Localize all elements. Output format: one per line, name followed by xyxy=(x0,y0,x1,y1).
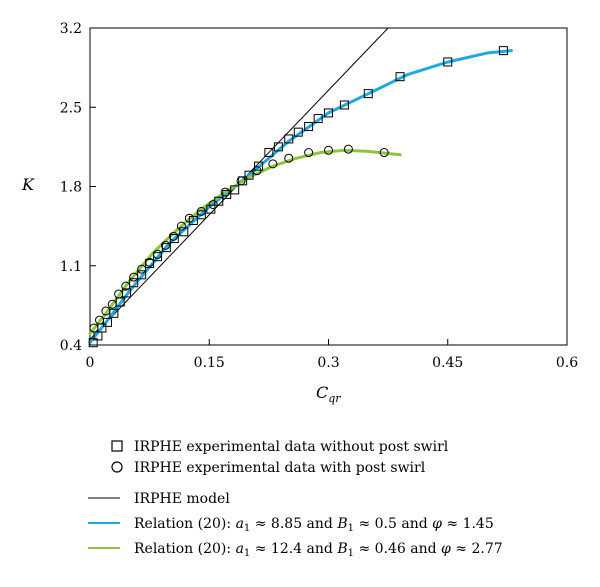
legend-square-marker xyxy=(111,440,123,452)
y-axis-ticks: 0.4 1.1 1.8 2.5 3.2 xyxy=(60,21,96,354)
series-4 xyxy=(88,148,402,336)
x-axis-label: Cqr xyxy=(316,383,341,405)
x-axis-label-sub: qr xyxy=(328,392,341,405)
data-point-square xyxy=(395,72,405,82)
legend-label-blue: Relation (20): a1 ≈ 8.85 and B1 ≈ 0.5 an… xyxy=(134,516,494,534)
legend-label-green: Relation (20): a1 ≈ 12.4 and B1 ≈ 0.46 a… xyxy=(134,541,503,559)
data-point-circle xyxy=(252,166,262,176)
x-tick-label: 0 xyxy=(86,355,95,371)
data-point-square xyxy=(137,270,147,280)
data-point-square xyxy=(102,317,112,327)
legend-item-square: IRPHE experimental data without post swi… xyxy=(111,439,449,455)
series-1 xyxy=(89,144,389,333)
data-point-circle xyxy=(107,299,117,309)
data-point-circle xyxy=(268,159,278,169)
legend-item-circle: IRPHE experimental data with post swirl xyxy=(111,460,426,476)
plot-area: 0.4 1.1 1.8 2.5 3.2 0 0.15 0.3 0.45 0.6 xyxy=(60,21,578,371)
data-point-circle xyxy=(129,272,139,282)
data-point-circle xyxy=(168,231,178,241)
y-tick-label: 2.5 xyxy=(60,100,82,116)
data-point-circle xyxy=(95,315,105,325)
data-point-circle xyxy=(114,289,124,299)
data-point-circle xyxy=(184,213,194,223)
data-point-square xyxy=(206,204,216,214)
data-point-circle xyxy=(89,323,99,333)
data-point-circle xyxy=(137,264,147,274)
data-point-circle xyxy=(121,281,131,291)
data-point-square xyxy=(129,278,139,288)
data-point-square xyxy=(443,57,453,67)
data-point-square xyxy=(179,227,189,237)
data-point-circle xyxy=(196,206,206,216)
legend: IRPHE experimental data without post swi… xyxy=(88,439,503,559)
data-point-square xyxy=(264,148,274,158)
data-point-square xyxy=(230,185,240,195)
data-point-circle xyxy=(304,148,314,158)
data-point-circle xyxy=(153,249,163,259)
legend-label-circle: IRPHE experimental data with post swirl xyxy=(134,460,426,476)
y-tick-label: 3.2 xyxy=(60,21,82,37)
data-point-circle xyxy=(145,257,155,267)
data-point-square xyxy=(293,127,303,137)
legend-label-square: IRPHE experimental data without post swi… xyxy=(134,439,449,455)
data-point-square xyxy=(153,252,163,262)
series-line xyxy=(88,49,513,345)
data-point-circle xyxy=(176,221,186,231)
y-tick-label: 1.8 xyxy=(60,180,82,196)
data-point-circle xyxy=(220,187,230,197)
x-axis-ticks: 0 0.15 0.3 0.45 0.6 xyxy=(86,339,578,371)
data-point-circle xyxy=(343,144,353,154)
series-layer xyxy=(88,27,513,348)
data-point-square xyxy=(313,114,323,124)
y-tick-label: 0.4 xyxy=(60,338,82,354)
data-point-square xyxy=(196,210,206,220)
x-tick-label: 0.3 xyxy=(317,355,339,371)
data-point-circle xyxy=(379,148,389,158)
series-0 xyxy=(88,46,508,348)
legend-item-green: Relation (20): a1 ≈ 12.4 and B1 ≈ 0.46 a… xyxy=(88,541,503,559)
data-point-circle xyxy=(324,145,333,155)
data-point-square xyxy=(88,338,98,348)
data-point-square xyxy=(222,189,232,199)
data-point-square xyxy=(284,134,294,144)
legend-item-model: IRPHE model xyxy=(88,491,230,507)
series-3 xyxy=(88,49,513,345)
data-point-square xyxy=(304,121,314,131)
data-point-square xyxy=(254,161,264,171)
data-point-square xyxy=(273,142,283,152)
series-line xyxy=(88,148,402,336)
data-point-circle xyxy=(284,153,294,163)
x-tick-label: 0.6 xyxy=(556,355,578,371)
data-point-circle xyxy=(208,200,218,210)
data-point-circle xyxy=(236,176,246,186)
data-point-square xyxy=(109,308,119,318)
x-tick-label: 0.15 xyxy=(194,355,225,371)
legend-item-blue: Relation (20): a1 ≈ 8.85 and B1 ≈ 0.5 an… xyxy=(88,516,494,534)
data-point-square xyxy=(339,100,349,110)
data-point-circle xyxy=(101,306,111,316)
data-point-circle xyxy=(161,240,171,250)
y-tick-label: 1.1 xyxy=(60,259,82,275)
y-axis-label: K xyxy=(21,175,35,194)
data-point-square xyxy=(363,89,373,99)
data-point-square xyxy=(244,170,254,180)
plot-frame xyxy=(89,27,568,346)
legend-circle-marker xyxy=(111,461,123,473)
data-point-square xyxy=(498,46,508,56)
legend-label-model: IRPHE model xyxy=(134,491,230,507)
data-point-square xyxy=(324,108,333,118)
x-tick-label: 0.45 xyxy=(432,355,463,371)
